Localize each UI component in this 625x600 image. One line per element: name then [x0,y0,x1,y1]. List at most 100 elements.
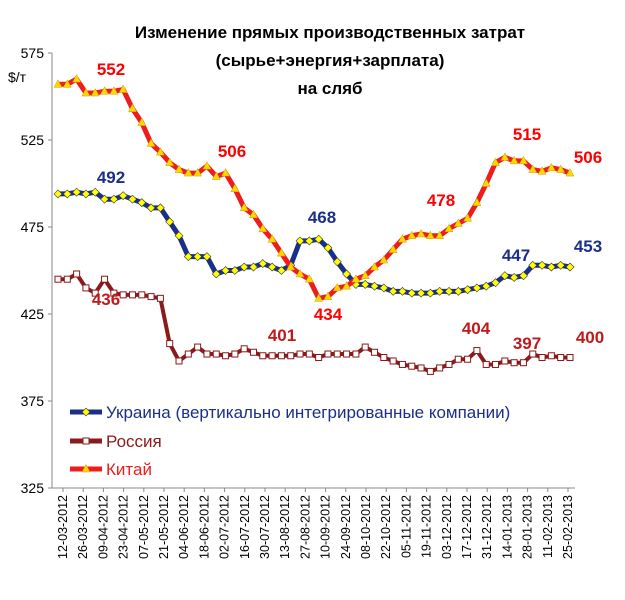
data-point-russia [268,352,276,360]
data-point-china [239,202,249,212]
chart-title-line-2: (сырье+энергия+зарплата) [216,51,445,70]
data-point-russia [454,355,462,363]
data-point-russia [324,350,332,358]
data-point-russia [287,352,295,360]
data-point-ukraine [295,236,305,246]
chart-title: Изменение прямых производственных затрат… [135,23,525,98]
data-point-russia [371,348,379,356]
data-point-china [323,291,333,300]
data-point-russia [566,354,574,361]
legend-marker [81,407,91,417]
data-point-china [546,162,556,172]
data-point-russia [296,350,304,358]
data-point-russia [222,352,230,360]
data-point-russia [231,350,239,358]
x-tick-label: 07-05-2012 [137,495,151,559]
x-tick-label: 13-08-2012 [278,495,292,559]
data-point-ukraine [509,273,519,282]
data-point-ukraine [444,286,454,296]
data-point-russia [240,345,248,353]
data-point-ukraine [435,286,445,296]
data-point-russia [361,343,369,351]
data-point-china [556,164,566,173]
data-point-ukraine [183,252,193,262]
data-point-russia [389,357,397,365]
x-tick-label: 30-07-2012 [258,495,272,559]
data-point-ukraine [100,194,109,204]
data-point-russia [473,347,481,355]
data-point-ukraine [221,266,230,275]
data-point-ukraine [146,203,156,213]
data-point-ukraine [81,189,91,199]
data-point-ukraine [230,266,240,275]
data-point-ukraine [118,191,128,201]
legend-item-ukraine: Украина (вертикально интегрированные ком… [70,403,510,422]
data-point-china [435,230,445,239]
x-axis: 12-03-2012 26-03-2012 09-04-2012 23-04-2012… [52,487,575,559]
data-point-china [314,293,324,302]
data-point-russia [175,357,183,365]
data-point-ukraine [519,271,528,281]
data-point-china [360,270,370,279]
x-tick-label: 25-02-2013 [561,495,575,559]
data-point-china [425,230,435,239]
x-tick-label: 08-10-2012 [359,495,373,559]
x-tick-label: 05-11-2012 [399,495,413,558]
x-tick-label: 22-10-2012 [379,495,393,559]
data-point-ukraine [202,252,212,262]
data-point-russia [54,275,62,283]
legend-item-russia: Россия [70,432,162,451]
data-point-russia [184,350,192,358]
data-label: 400 [576,328,604,347]
data-point-russia [501,357,509,365]
y-tick-label: 375 [21,393,45,409]
x-tick-label: 27-08-2012 [298,495,312,559]
data-label: 506 [218,142,246,161]
data-point-ukraine [556,260,566,270]
data-point-ukraine [472,283,482,293]
x-tick-label: 12-03-2012 [56,495,70,559]
data-label: 478 [427,191,455,210]
data-point-russia [538,354,546,361]
data-point-china [137,117,147,126]
data-label: 468 [308,208,336,227]
data-point-china [295,268,305,278]
legend-label: Украина (вертикально интегрированные ком… [106,403,510,422]
data-point-china [332,282,342,292]
data-point-china [90,87,100,97]
data-point-ukraine [62,189,72,199]
data-point-ukraine [398,286,407,296]
data-point-china [351,274,361,283]
data-point-china [109,86,119,95]
data-point-ukraine [416,288,426,298]
data-point-russia [63,275,71,283]
data-point-russia [305,350,313,358]
data-point-ukraine [258,259,268,268]
x-tick-label: 09-04-2012 [96,495,110,559]
x-tick-label: 24-09-2012 [339,495,353,559]
data-point-ukraine [314,234,324,244]
data-point-ukraine [276,266,286,275]
data-point-china [155,147,165,156]
data-point-russia [194,343,202,351]
data-point-china [379,255,389,264]
data-point-russia [259,352,267,360]
data-point-china [519,155,528,165]
data-point-russia [147,293,155,301]
data-point-russia [101,275,109,283]
data-point-russia [398,360,406,368]
x-tick-label: 11-02-2013 [541,495,555,558]
y-tick-label: 475 [21,219,45,235]
data-point-russia [82,284,90,292]
data-point-china [230,183,240,192]
data-point-russia [426,367,434,375]
data-point-ukraine [155,203,165,213]
data-point-china [416,228,426,238]
data-point-china [528,164,538,173]
data-point-russia [436,364,444,372]
data-point-russia [510,359,518,367]
data-point-ukraine [211,269,221,279]
legend-marker [81,463,91,473]
data-point-russia [519,359,527,367]
data-point-ukraine [463,285,473,295]
